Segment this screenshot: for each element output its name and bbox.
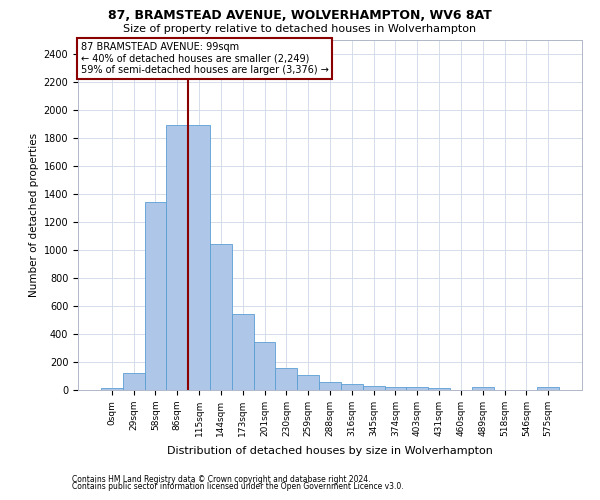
Bar — [428, 388, 450, 390]
Bar — [385, 386, 406, 390]
Bar — [406, 387, 428, 390]
Bar — [254, 342, 275, 390]
Bar — [472, 387, 494, 390]
Bar — [145, 202, 166, 390]
Bar — [210, 244, 232, 390]
Bar — [297, 374, 319, 390]
Bar — [275, 368, 297, 390]
Text: 87, BRAMSTEAD AVENUE, WOLVERHAMPTON, WV6 8AT: 87, BRAMSTEAD AVENUE, WOLVERHAMPTON, WV6… — [108, 9, 492, 22]
Text: Contains public sector information licensed under the Open Government Licence v3: Contains public sector information licen… — [72, 482, 404, 491]
Bar — [166, 126, 188, 390]
Text: Contains HM Land Registry data © Crown copyright and database right 2024.: Contains HM Land Registry data © Crown c… — [72, 474, 371, 484]
Bar — [232, 314, 254, 390]
Text: Size of property relative to detached houses in Wolverhampton: Size of property relative to detached ho… — [124, 24, 476, 34]
Bar — [537, 387, 559, 390]
Y-axis label: Number of detached properties: Number of detached properties — [29, 133, 40, 297]
Text: 87 BRAMSTEAD AVENUE: 99sqm
← 40% of detached houses are smaller (2,249)
59% of s: 87 BRAMSTEAD AVENUE: 99sqm ← 40% of deta… — [80, 42, 328, 75]
Bar — [319, 382, 341, 390]
Bar — [363, 386, 385, 390]
Bar — [341, 384, 363, 390]
Bar — [123, 372, 145, 390]
Text: Distribution of detached houses by size in Wolverhampton: Distribution of detached houses by size … — [167, 446, 493, 456]
Bar — [188, 126, 210, 390]
Bar — [101, 388, 123, 390]
